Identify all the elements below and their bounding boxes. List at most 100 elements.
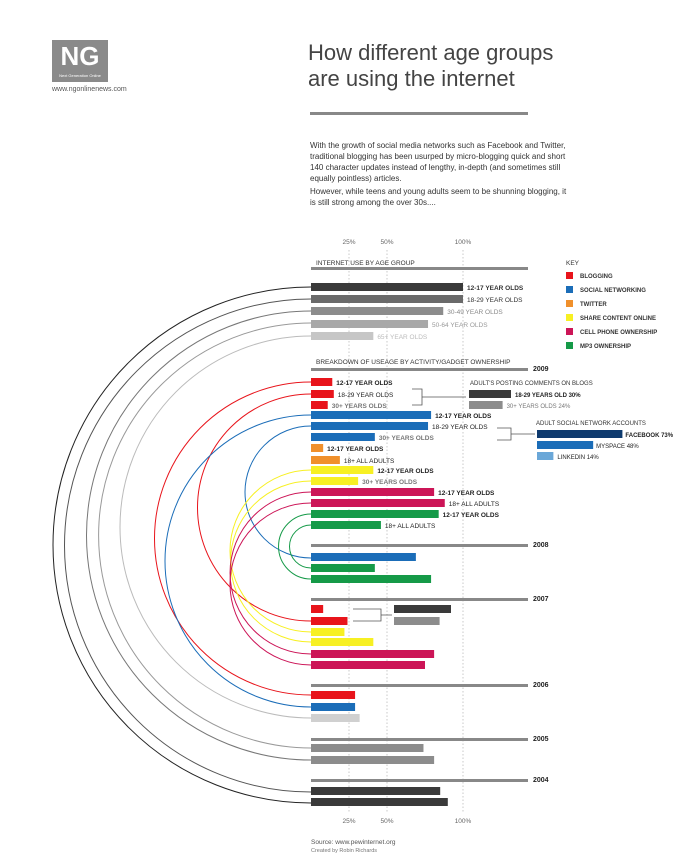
year-label-2009: 2009 bbox=[533, 366, 549, 373]
key-label: MP3 OWNERSHIP bbox=[580, 344, 631, 350]
bar-2009 bbox=[311, 390, 334, 398]
key-label: BLOGGING bbox=[580, 274, 613, 280]
connector-arc bbox=[52, 286, 312, 804]
logo-subtext: Next Generation Online bbox=[59, 73, 101, 78]
bar-2009 bbox=[311, 444, 324, 452]
bar-2009 bbox=[311, 466, 374, 474]
inset-comments-title: ADULT'S POSTING COMMENTS ON BLOGS bbox=[470, 381, 593, 387]
bar-2008 bbox=[311, 575, 432, 583]
key-label: CELL PHONE OWNERSHIP bbox=[580, 330, 657, 336]
year-label-2005: 2005 bbox=[533, 736, 549, 743]
year-rule-2008 bbox=[311, 544, 528, 547]
bar-2007 bbox=[311, 638, 374, 646]
inset-2007-bracket bbox=[353, 608, 392, 622]
connector-arc bbox=[154, 381, 312, 696]
bar-label-2009: 12-17 YEAR OLDS bbox=[435, 413, 492, 420]
inset-social-label: LINKEDIN 14% bbox=[557, 455, 599, 461]
intro-paragraph-2: However, while teens and young adults se… bbox=[310, 187, 567, 207]
internet-use-bar bbox=[311, 295, 463, 303]
inset-social-label: FACEBOOK 73% bbox=[625, 433, 673, 439]
bar-2006 bbox=[311, 691, 356, 699]
year-rule-2005 bbox=[311, 738, 528, 741]
key-label: TWITTER bbox=[580, 302, 607, 308]
bar-label-2009: 18-29 YEAR OLDS bbox=[432, 424, 488, 431]
key-label: SHARE CONTENT ONLINE bbox=[580, 316, 656, 322]
connector-arc bbox=[244, 425, 312, 559]
connector-arc bbox=[86, 310, 312, 761]
bar-2009 bbox=[311, 378, 333, 386]
connector-arc bbox=[197, 393, 312, 622]
internet-use-bar-label: 65+ YEAR OLDS bbox=[377, 334, 428, 341]
x-tick-top: 25% bbox=[342, 239, 355, 246]
bar-2006 bbox=[311, 703, 356, 711]
bar-2009 bbox=[311, 456, 340, 464]
key-swatch bbox=[566, 272, 573, 279]
bar-2005 bbox=[311, 756, 435, 764]
bar-2006 bbox=[311, 714, 360, 722]
bar-label-2009: 18-29 YEAR OLDS bbox=[338, 392, 394, 399]
connector-arc bbox=[289, 524, 312, 569]
bar-label-2009: 12-17 YEAR OLDS bbox=[336, 380, 393, 387]
intro-paragraph-1: With the growth of social media networks… bbox=[310, 141, 566, 183]
bar-2009 bbox=[311, 521, 381, 529]
connector-arc bbox=[230, 480, 312, 643]
key-swatch bbox=[566, 314, 573, 321]
inset-social-title: ADULT SOCIAL NETWORK ACCOUNTS bbox=[536, 421, 646, 427]
bar-label-2009: 30+ YEARS OLDS bbox=[379, 435, 435, 442]
bar-label-2009: 12-17 YEAR OLDS bbox=[438, 490, 495, 497]
bar-label-2009: 18+ ALL ADULTS bbox=[449, 501, 500, 508]
internet-use-bar bbox=[311, 307, 444, 315]
key-swatch bbox=[566, 300, 573, 307]
site-url[interactable]: www.ngonlinenews.com bbox=[52, 86, 127, 93]
bar-label-2009: 18+ ALL ADULTS bbox=[344, 458, 395, 465]
bar-label-2009: 12-17 YEAR OLDS bbox=[377, 468, 434, 475]
internet-use-title: INTERNET USE BY AGE GROUP bbox=[316, 260, 415, 267]
inset-social-bracket bbox=[497, 427, 535, 441]
connector-arc bbox=[278, 513, 312, 580]
bar-2005 bbox=[311, 744, 424, 752]
internet-use-bar-label: 50-64 YEAR OLDS bbox=[432, 322, 488, 329]
bar-2004 bbox=[311, 787, 441, 795]
inset-2007-bar bbox=[394, 617, 440, 625]
bar-2007 bbox=[311, 605, 324, 613]
inset-comments-bracket bbox=[412, 388, 466, 406]
breakdown-title: BREAKDOWN OF USEAGE BY ACTIVITY/GADGET O… bbox=[316, 359, 510, 366]
connector-arc bbox=[229, 502, 312, 666]
bar-2009 bbox=[311, 411, 432, 419]
x-tick-top: 100% bbox=[455, 239, 472, 246]
connector-arc bbox=[98, 322, 312, 749]
year-rule-2004 bbox=[311, 779, 528, 782]
bar-label-2009: 12-17 YEAR OLDS bbox=[327, 446, 384, 453]
year-label-2006: 2006 bbox=[533, 682, 549, 689]
connector-arc bbox=[164, 414, 312, 708]
bar-2009 bbox=[311, 477, 359, 485]
year-label-2004: 2004 bbox=[533, 777, 549, 784]
bar-label-2009: 30+ YEARS OLDS bbox=[332, 403, 388, 410]
section-rule-internet-use bbox=[311, 267, 528, 270]
bar-2007 bbox=[311, 650, 435, 658]
inset-2007-bar bbox=[394, 605, 451, 613]
connector-arc bbox=[64, 298, 312, 793]
bar-2008 bbox=[311, 564, 375, 572]
year-label-2007: 2007 bbox=[533, 596, 549, 603]
key-swatch bbox=[566, 286, 573, 293]
inset-comments-label: 18-29 YEARS OLD 30% bbox=[515, 393, 581, 399]
title-divider bbox=[310, 112, 528, 115]
connector-arc bbox=[119, 335, 312, 719]
bar-2009 bbox=[311, 422, 429, 430]
inset-social-label: MYSPACE 48% bbox=[596, 444, 639, 450]
connector-arc bbox=[229, 469, 312, 633]
internet-use-bar bbox=[311, 320, 429, 328]
connector-arc bbox=[229, 491, 312, 655]
x-tick-bottom: 50% bbox=[380, 818, 393, 825]
inset-comments-bar bbox=[469, 401, 503, 409]
bar-2004 bbox=[311, 798, 448, 806]
credit-note: Created by Robin Richards bbox=[311, 848, 378, 854]
ng-logo: NG Next Generation Online bbox=[52, 40, 108, 82]
page-title: How different age groups are using the i… bbox=[308, 40, 608, 92]
bar-2009 bbox=[311, 433, 375, 441]
bar-2007 bbox=[311, 661, 425, 669]
bar-label-2009: 12-17 YEAR OLDS bbox=[443, 512, 500, 519]
inset-comments-bar bbox=[469, 390, 511, 398]
